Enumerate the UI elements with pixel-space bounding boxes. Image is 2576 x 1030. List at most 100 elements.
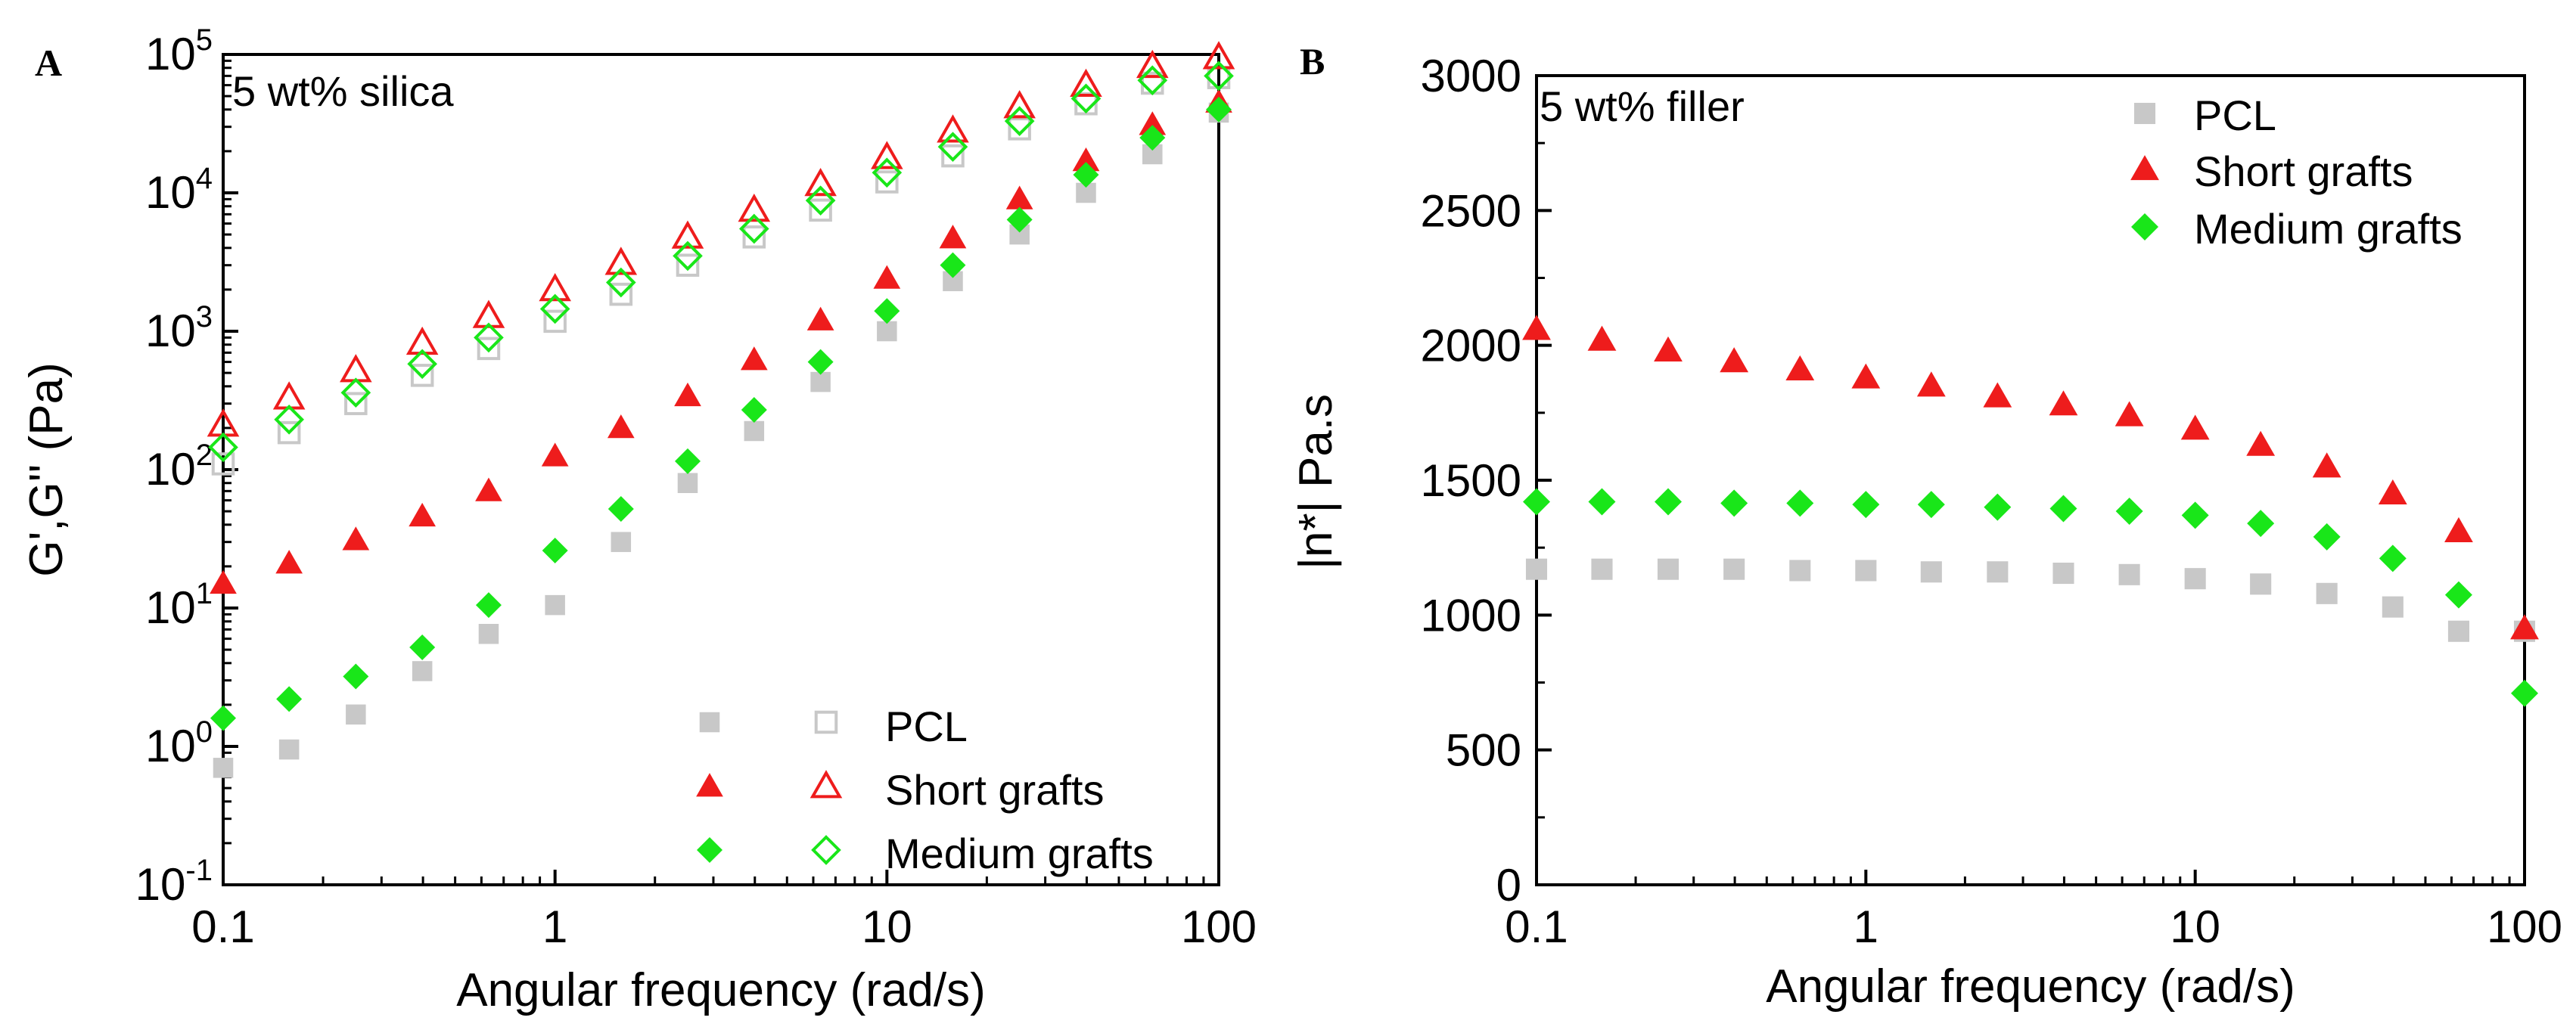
a-point <box>346 704 366 725</box>
legend-b-label-medium: Medium grafts <box>2194 205 2463 253</box>
a-point <box>539 273 571 302</box>
a-series-pcl-g- <box>211 66 1231 476</box>
a-point <box>210 569 237 594</box>
b-point <box>2049 495 2077 523</box>
b-point <box>1920 561 1942 583</box>
panel-label-b: B <box>1300 40 1325 82</box>
a-point <box>474 322 504 353</box>
b-point <box>1984 493 2012 521</box>
b-point <box>2115 401 2144 427</box>
a-point <box>744 420 765 442</box>
b-point <box>2052 563 2074 585</box>
b-point <box>2379 544 2407 572</box>
b-point <box>1851 363 1881 389</box>
b-point <box>1720 489 1748 517</box>
x-axis-label-a: Angular frequency (rad/s) <box>456 964 986 1016</box>
b-point <box>2181 501 2209 529</box>
a-point <box>409 502 436 527</box>
b-point <box>2316 582 2338 604</box>
a-point <box>1139 111 1167 135</box>
a-point <box>939 225 967 249</box>
a-point <box>609 282 633 306</box>
b-point <box>1587 325 1617 351</box>
a-point <box>409 634 436 660</box>
b-point <box>1723 558 1745 580</box>
b-point <box>1855 560 1877 582</box>
a-point <box>541 442 569 467</box>
a-point <box>607 414 635 439</box>
y-axis-label-b: |n*| Pa.s <box>1290 394 1342 569</box>
b-point <box>1657 558 1680 580</box>
b-point <box>2250 573 2272 595</box>
a-point <box>738 213 769 244</box>
b-point <box>1785 355 1815 380</box>
a-point <box>213 758 234 778</box>
a-point <box>805 185 836 216</box>
a-y-tick-label: 104 <box>145 162 213 218</box>
legend-b: PCL Short grafts Medium grafts <box>2130 92 2463 253</box>
a-point <box>937 114 969 143</box>
a-point <box>804 168 837 197</box>
b-point <box>1786 489 1814 517</box>
plot-frame-a <box>222 53 1220 886</box>
b-point <box>2246 430 2276 456</box>
b-x-tick-label: 100 <box>2487 901 2562 952</box>
legend-a-marker-open <box>809 770 843 799</box>
a-y-tick-label: 105 <box>145 23 213 79</box>
legend-a-marker-open <box>811 835 841 865</box>
a-point <box>407 349 437 380</box>
x-axis-label-b: Angular frequency (rad/s) <box>1766 960 2295 1013</box>
b-series-medium-grafts <box>1523 488 2538 707</box>
a-point <box>1005 185 1033 209</box>
b-x-tick-label: 1 <box>1854 901 1878 952</box>
a-point <box>604 247 638 275</box>
a-series-medium-grafts-g- <box>208 60 1234 463</box>
b-point <box>1522 315 1551 340</box>
a-y-tick-label: 103 <box>145 300 213 356</box>
a-point <box>344 392 368 415</box>
b-point <box>2312 452 2341 478</box>
a-point <box>1003 90 1036 119</box>
a-point <box>1206 96 1232 123</box>
a-point <box>674 448 701 474</box>
a-point <box>1072 147 1100 172</box>
b-x-tick-label: 0.1 <box>1505 901 1568 952</box>
a-point <box>542 538 568 564</box>
a-x-tick-label: 1 <box>542 901 567 952</box>
panel-a: A 0.1 1 10 100 10-1 100 101 102 103 104 105 5 wt% … <box>20 23 1257 1016</box>
b-point <box>1523 488 1550 516</box>
a-point <box>671 220 704 249</box>
a-point <box>406 326 439 355</box>
a-point <box>740 346 768 371</box>
a-point <box>673 240 703 271</box>
b-point <box>1588 488 1616 516</box>
a-point <box>340 377 371 408</box>
b-point <box>1591 558 1613 580</box>
a-point <box>605 267 636 298</box>
a-point <box>941 144 965 168</box>
a-series-short-grafts-g- <box>207 41 1235 437</box>
a-point <box>1136 49 1169 79</box>
a-point <box>674 382 701 407</box>
b-point <box>2115 498 2143 526</box>
a-point <box>1204 60 1234 92</box>
b-series-pcl <box>1525 558 2536 642</box>
y-axis-label-a: G',G'' (Pa) <box>20 362 73 577</box>
a-point <box>1070 83 1102 114</box>
legend-a-marker-filled <box>696 773 723 797</box>
a-point <box>1004 106 1035 136</box>
a-point <box>208 432 238 463</box>
a-x-tick-label: 100 <box>1181 901 1257 952</box>
a-point <box>1006 206 1033 233</box>
a-point <box>738 193 771 222</box>
a-point <box>410 364 434 387</box>
b-x-tick-label: 10 <box>2170 901 2220 952</box>
a-point <box>676 253 700 277</box>
legend-b-label-pcl: PCL <box>2194 92 2276 139</box>
a-point <box>1070 68 1102 97</box>
a-point <box>807 349 834 375</box>
legend-a-label-short: Short grafts <box>885 766 1104 814</box>
a-point <box>871 141 903 169</box>
a-series-short-grafts-g- <box>210 88 1232 594</box>
a-point <box>539 293 570 324</box>
